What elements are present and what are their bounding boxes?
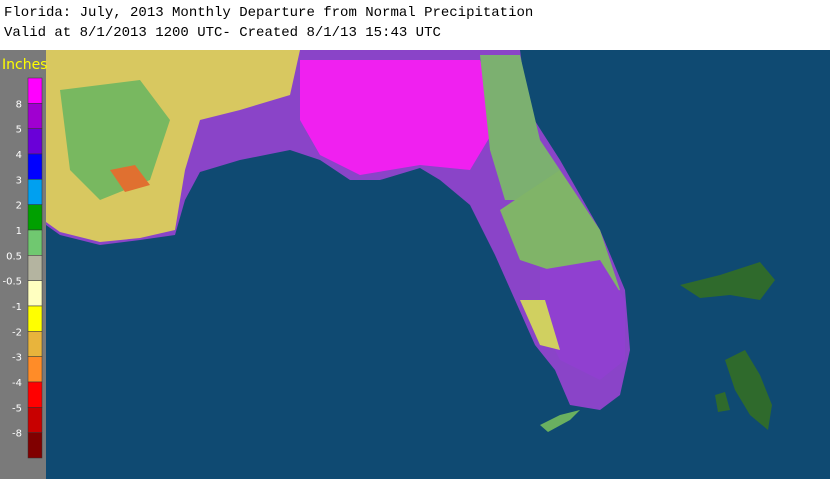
legend-title: Inches bbox=[2, 57, 47, 73]
legend-label: -4 bbox=[12, 378, 22, 389]
legend-label: -3 bbox=[12, 353, 22, 364]
legend-label: -8 bbox=[12, 429, 22, 440]
legend-label: 5 bbox=[16, 125, 22, 136]
subtitle: Valid at 8/1/2013 1200 UTC- Created 8/1/… bbox=[4, 25, 441, 41]
legend: 8 5 4 3 2 1 0.5 -0.5 -1 -2 -3 -4 -5 -8 bbox=[2, 77, 43, 459]
legend-swatch bbox=[27, 432, 43, 459]
title: Florida: July, 2013 Monthly Departure fr… bbox=[4, 5, 534, 21]
legend-label: 8 bbox=[16, 99, 22, 110]
legend-swatch bbox=[27, 280, 43, 307]
header: Florida: July, 2013 Monthly Departure fr… bbox=[0, 0, 830, 50]
legend-swatch bbox=[27, 356, 43, 383]
legend-swatch bbox=[27, 103, 43, 129]
legend-label: -1 bbox=[12, 302, 22, 313]
legend-label: -0.5 bbox=[2, 277, 22, 288]
legend-swatch bbox=[27, 153, 43, 180]
legend-label: 1 bbox=[16, 226, 22, 237]
legend-swatch bbox=[27, 255, 43, 281]
legend-label: 4 bbox=[16, 150, 22, 161]
legend-swatch bbox=[27, 407, 43, 433]
land bbox=[46, 50, 630, 432]
legend-swatch bbox=[27, 229, 43, 256]
legend-label: 2 bbox=[16, 201, 22, 212]
legend-swatch bbox=[27, 204, 43, 231]
legend-swatch bbox=[27, 128, 43, 155]
legend-swatch bbox=[27, 381, 43, 408]
islands bbox=[680, 262, 775, 430]
legend-swatch bbox=[27, 331, 43, 357]
legend-label: 0.5 bbox=[6, 251, 22, 262]
legend-label: -5 bbox=[12, 403, 22, 414]
legend-swatch bbox=[27, 77, 43, 104]
legend-label: 3 bbox=[16, 175, 22, 186]
legend-label: -2 bbox=[12, 327, 22, 338]
legend-swatch bbox=[27, 305, 43, 332]
legend-swatch bbox=[27, 179, 43, 205]
